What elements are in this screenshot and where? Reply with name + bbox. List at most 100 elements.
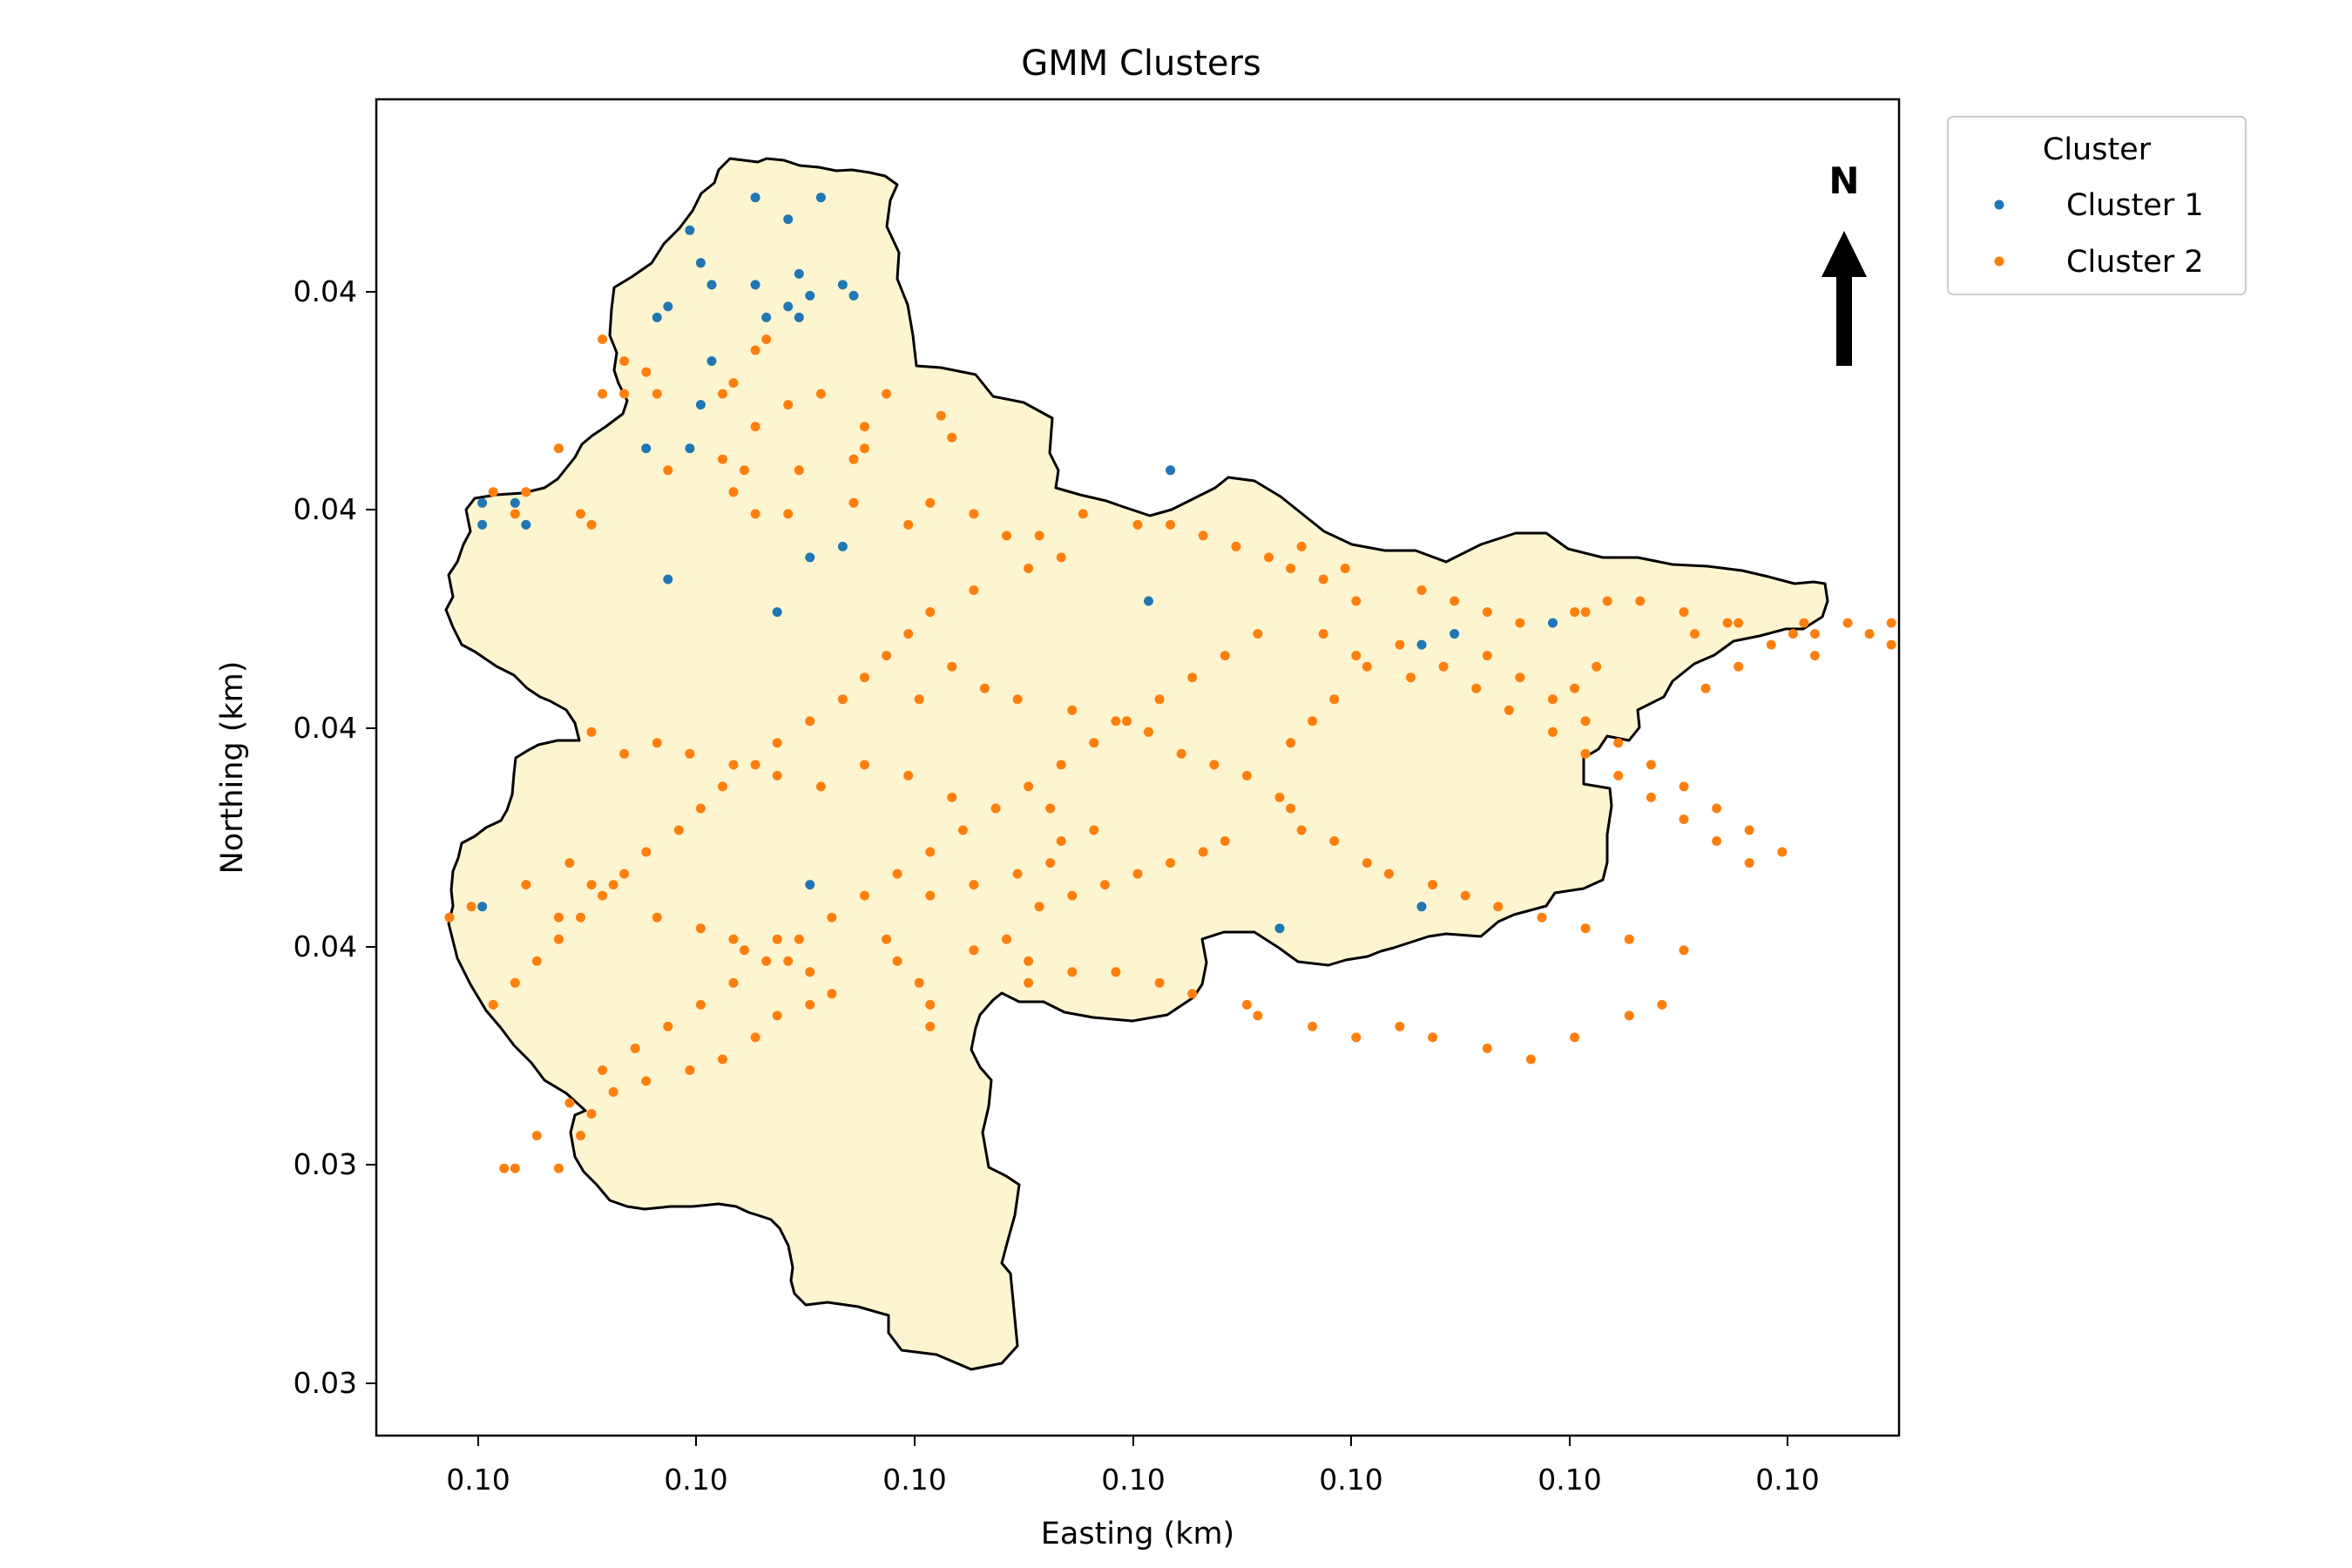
data-point-cluster-2 [586,727,597,737]
legend-marker-cluster-1 [1994,199,2004,210]
data-point-cluster-1 [663,301,673,312]
data-point-cluster-2 [1144,727,1153,737]
data-point-cluster-2 [1122,716,1132,727]
data-point-cluster-2 [586,519,597,530]
data-point-cluster-2 [1024,781,1034,792]
data-point-cluster-2 [1809,629,1820,639]
data-point-cluster-2 [1886,639,1896,650]
data-point-cluster-2 [652,738,662,748]
data-point-cluster-2 [1329,694,1340,705]
x-tick-label: 0.10 [1319,1463,1382,1497]
data-point-cluster-2 [827,989,837,999]
data-point-cluster-2 [1799,618,1809,628]
data-point-cluster-2 [718,1054,727,1064]
data-point-cluster-2 [1734,661,1744,672]
data-point-cluster-2 [1580,607,1591,618]
data-point-cluster-2 [1220,836,1230,846]
data-point-cluster-2 [1646,792,1656,802]
x-tick-label: 0.10 [1755,1463,1819,1497]
data-point-cluster-1 [1416,639,1427,650]
data-point-cluster-2 [750,509,760,519]
plot-border [375,98,1901,1437]
data-point-cluster-1 [695,400,706,410]
data-point-cluster-2 [1438,661,1449,672]
legend-marker-cluster-2 [1994,256,2004,267]
data-point-cluster-2 [925,890,936,901]
data-point-cluster-2 [805,999,815,1010]
data-point-cluster-2 [1493,902,1504,912]
data-point-cluster-1 [1274,923,1285,934]
data-point-cluster-1 [805,290,815,301]
data-point-cluster-2 [882,651,892,661]
data-point-cluster-2 [564,858,575,868]
data-point-cluster-2 [1286,803,1296,814]
x-axis-label: Easting (km) [1041,1517,1234,1551]
data-point-cluster-2 [619,389,630,399]
data-point-cluster-2 [750,1032,760,1043]
data-point-cluster-1 [1548,618,1558,628]
legend-title: Cluster [2043,132,2152,167]
data-point-cluster-2 [1111,716,1121,727]
data-point-cluster-2 [1712,803,1722,814]
data-point-cluster-2 [695,923,706,934]
data-point-cluster-2 [1362,858,1372,868]
data-point-cluster-2 [1679,781,1689,792]
data-point-cluster-2 [1296,541,1307,551]
x-tick-label: 0.10 [446,1463,510,1497]
data-point-cluster-2 [598,335,608,344]
data-point-cluster-2 [827,912,837,923]
data-point-cluster-2 [925,607,936,618]
data-point-cluster-2 [1624,934,1634,944]
data-point-cluster-2 [925,497,936,508]
data-point-cluster-2 [576,509,585,519]
data-point-cluster-2 [1176,748,1186,759]
data-point-cluster-2 [805,967,815,977]
north-label: N [1828,159,1859,202]
data-point-cluster-2 [1111,967,1121,977]
data-point-cluster-1 [685,443,695,454]
data-point-cluster-2 [1580,716,1591,727]
data-point-cluster-2 [1099,880,1110,890]
data-point-cluster-2 [619,356,630,366]
data-point-cluster-2 [586,1109,597,1119]
data-point-cluster-2 [553,934,564,944]
data-point-cluster-1 [750,193,760,203]
data-point-cluster-2 [685,1065,695,1075]
x-tick-label: 0.10 [664,1463,727,1497]
north-arrow-icon: N [1821,159,1867,366]
data-point-cluster-1 [510,497,520,508]
y-tick-label: 0.04 [294,929,357,963]
data-point-cluster-2 [1679,814,1689,824]
data-point-cluster-1 [1450,629,1460,639]
data-point-cluster-1 [815,193,826,203]
data-point-cluster-2 [1067,967,1078,977]
data-point-cluster-2 [1362,661,1372,672]
data-point-cluster-2 [1318,629,1328,639]
data-point-cluster-2 [882,934,892,944]
y-tick-label: 0.03 [294,1366,357,1400]
data-point-cluster-2 [740,945,750,956]
y-axis-label: Northing (km) [215,661,250,875]
data-point-cluster-2 [1886,618,1896,628]
data-point-cluster-2 [1712,836,1722,846]
data-point-cluster-2 [576,912,585,923]
data-point-cluster-2 [761,335,772,344]
data-point-cluster-2 [695,999,706,1010]
data-point-cluster-2 [728,487,739,497]
data-point-cluster-2 [1089,738,1099,748]
data-point-cluster-2 [1482,1044,1492,1053]
data-point-cluster-2 [750,422,760,432]
data-point-cluster-2 [750,345,760,355]
data-point-cluster-2 [969,945,979,956]
data-point-cluster-2 [630,1044,640,1053]
data-point-cluster-2 [772,738,782,748]
data-point-cluster-2 [1308,716,1318,727]
data-point-cluster-2 [969,509,979,519]
data-point-cluster-1 [477,497,488,508]
data-point-cluster-1 [706,280,717,290]
data-point-cluster-2 [1024,977,1034,988]
data-point-cluster-2 [1067,705,1078,715]
data-point-cluster-2 [1570,683,1580,693]
data-point-cluster-1 [783,301,794,312]
data-point-cluster-2 [1241,770,1252,781]
